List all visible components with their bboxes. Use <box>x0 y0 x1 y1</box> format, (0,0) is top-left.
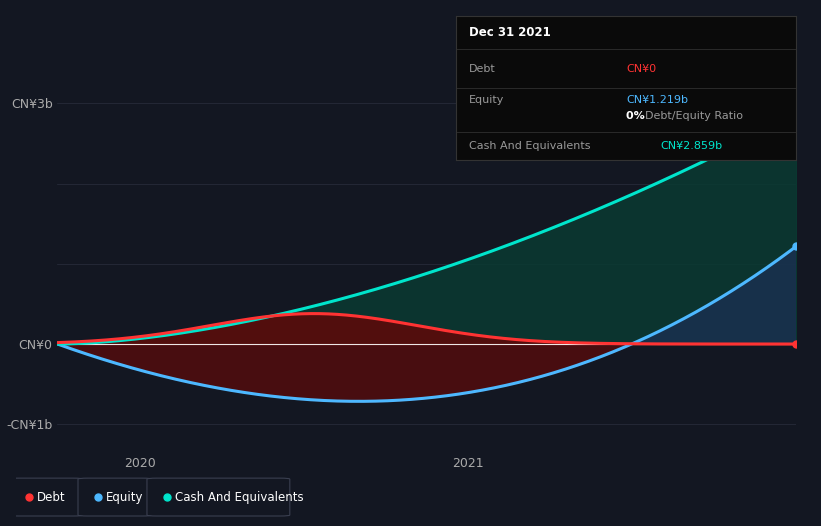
Text: Dec 31 2021: Dec 31 2021 <box>470 26 551 39</box>
Text: 0%: 0% <box>626 112 649 122</box>
Text: CN¥1.219b: CN¥1.219b <box>626 95 688 105</box>
FancyBboxPatch shape <box>147 478 290 516</box>
Text: Equity: Equity <box>106 491 144 503</box>
Text: Debt: Debt <box>470 64 496 74</box>
Text: Equity: Equity <box>470 95 505 105</box>
Text: Debt/Equity Ratio: Debt/Equity Ratio <box>644 112 743 122</box>
Text: CN¥0: CN¥0 <box>626 64 656 74</box>
Text: Cash And Equivalents: Cash And Equivalents <box>175 491 304 503</box>
Text: Cash And Equivalents: Cash And Equivalents <box>470 141 591 151</box>
FancyBboxPatch shape <box>9 478 83 516</box>
Text: CN¥2.859b: CN¥2.859b <box>660 141 722 151</box>
FancyBboxPatch shape <box>78 478 152 516</box>
Text: Debt: Debt <box>37 491 66 503</box>
